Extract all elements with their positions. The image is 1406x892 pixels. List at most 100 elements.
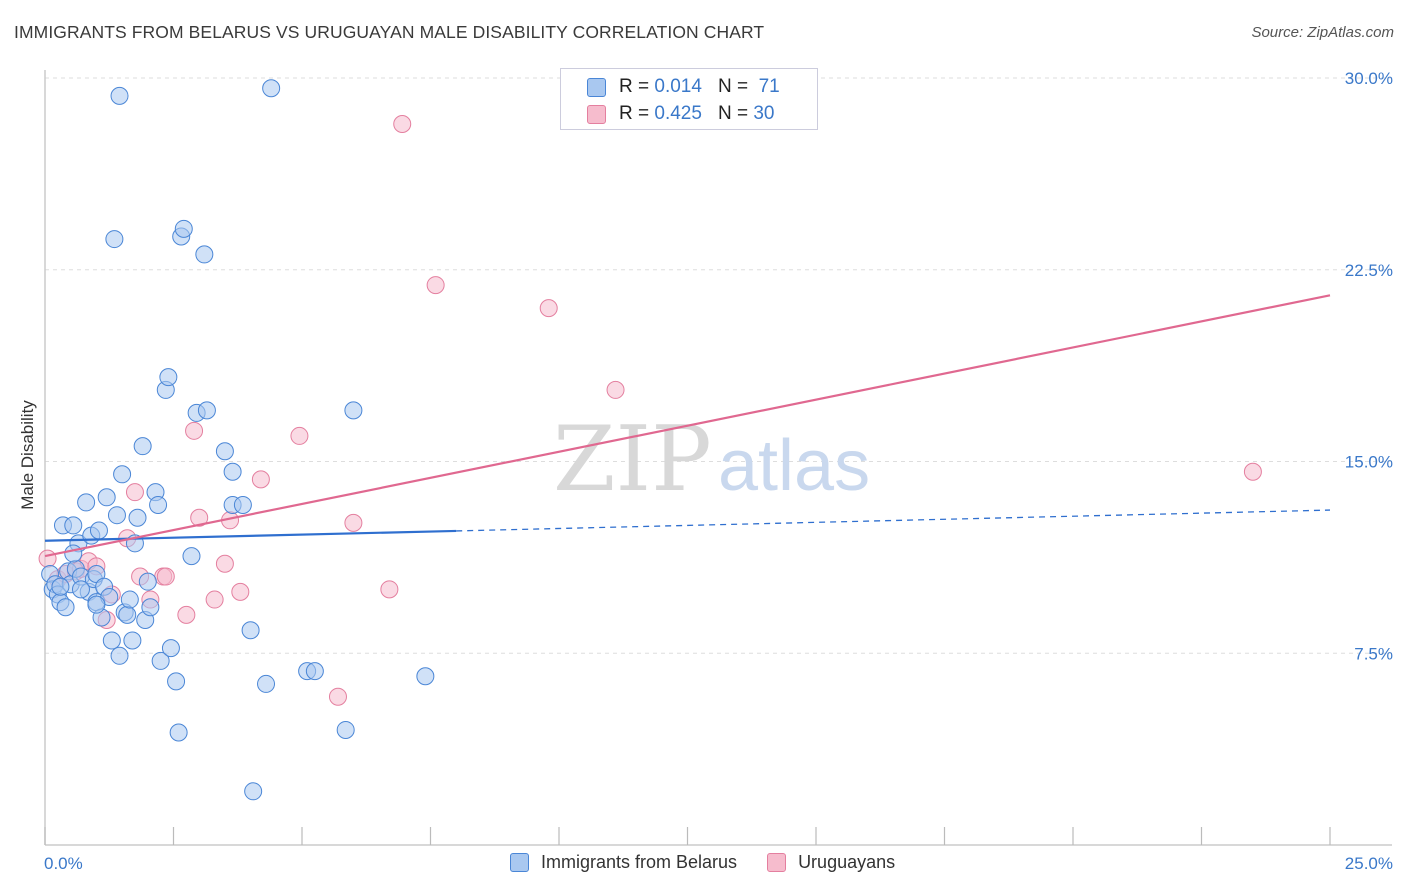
belarus-point [97,488,116,507]
y-tick-label: 7.5% [1354,644,1393,663]
belarus-point [215,442,234,461]
belarus-point [416,667,435,686]
belarus-point [257,674,276,693]
uruguayans-point [190,508,209,527]
belarus-point [241,621,260,640]
belarus-point [262,79,281,98]
correlation-legend: R = 0.014 N = 71 R = 0.425 N = 30 [560,68,818,130]
uruguayans-point [185,421,204,440]
belarus-point [123,631,142,650]
uruguayans-point [539,299,558,318]
uruguayans-point [380,580,399,599]
belarus-point [133,437,152,456]
trend-lines [44,294,1331,558]
x-tick-label-min: 0.0% [44,854,83,873]
belarus-point [120,590,139,609]
belarus-point [51,577,70,596]
belarus-point [159,368,178,387]
axes-layer [44,70,1392,846]
uruguayans-point [125,483,144,502]
legend-item-uruguayans: Uruguayans [767,852,895,873]
watermark: ZIP atlas [553,407,870,512]
uruguayans-point [426,276,445,295]
uruguayans-point [177,605,196,624]
belarus-point [195,245,214,264]
uruguayans-point [606,380,625,399]
belarus-point [56,598,75,617]
belarus-point [138,572,157,591]
uruguayans-point [231,582,250,601]
legend-r-value: 0.014 [654,76,702,97]
belarus-points [41,79,435,801]
belarus-trend-line [44,529,457,542]
chart-title: IMMIGRANTS FROM BELARUS VS URUGUAYAN MAL… [14,22,765,42]
legend-label-belarus: Immigrants from Belarus [541,852,738,872]
belarus-point [89,521,108,540]
uruguayans-point [344,513,363,532]
legend-row-belarus: R = 0.014 N = 71 [587,75,780,99]
legend-swatch-belarus [587,77,606,97]
uruguayans-point [38,549,57,568]
watermark-atlas: atlas [718,426,870,506]
y-tick-label: 15.0% [1345,453,1393,472]
grid-layer [45,77,1392,654]
belarus-point [64,544,83,563]
belarus-point [336,720,355,739]
uruguayans-point [215,554,234,573]
belarus-point [102,631,121,650]
belarus-point [149,495,168,514]
belarus-point [197,401,216,420]
legend-n-value: 71 [758,76,780,97]
belarus-point [161,639,180,658]
legend-n-label: N = [717,76,749,97]
belarus-point [107,506,126,525]
belarus-point [244,782,263,801]
legend-swatch-uruguayans [587,104,606,124]
legend-row-uruguayans: R = 0.425 N = 30 [587,102,774,126]
belarus-point [105,230,124,249]
watermark-zip: ZIP [553,407,712,512]
legend-r-label: R = [619,76,650,97]
uruguayans-point [290,426,309,445]
belarus-point [233,495,252,514]
belarus-point [110,646,129,665]
legend-item-belarus: Immigrants from Belarus [510,852,737,873]
y-tick-label: 22.5% [1345,261,1393,280]
belarus-point [113,465,132,484]
legend-r-value: 0.425 [654,103,702,124]
belarus-point [110,86,129,105]
source-credit: Source: ZipAtlas.com [1251,24,1394,41]
belarus-point [77,493,96,512]
uruguayans-point [156,567,175,586]
uruguayans-trend-line [44,294,1331,558]
uruguayans-point [205,590,224,609]
belarus-point [118,605,137,624]
uruguayans-point [328,687,347,706]
belarus-point [344,401,363,420]
belarus-point [305,662,324,681]
belarus-point [128,508,147,527]
legend-n-label: N = [717,103,749,124]
series-legend: Immigrants from Belarus Uruguayans [510,852,925,873]
legend-r-label: R = [619,103,650,124]
belarus-point [169,723,188,742]
legend-swatch-belarus [510,853,529,872]
belarus-point [151,651,170,670]
belarus-point [87,595,106,614]
legend-swatch-uruguayans [767,853,787,872]
tick-labels: 7.5% 15.0% 22.5% 30.0% 0.0% 25.0% [44,69,1393,873]
legend-n-value: 30 [753,103,775,124]
uruguayans-point [1243,462,1262,481]
belarus-point [167,672,186,691]
belarus-point [223,462,242,481]
legend-label-uruguayans: Uruguayans [798,852,896,872]
belarus-point [141,598,160,617]
uruguayans-point [393,115,412,134]
belarus-point [64,516,83,535]
belarus-trend-line-extrapolated [456,509,1331,532]
y-tick-label: 30.0% [1345,69,1393,88]
belarus-point [174,219,193,238]
x-tick-label-max: 25.0% [1345,854,1393,873]
belarus-point [71,580,90,599]
